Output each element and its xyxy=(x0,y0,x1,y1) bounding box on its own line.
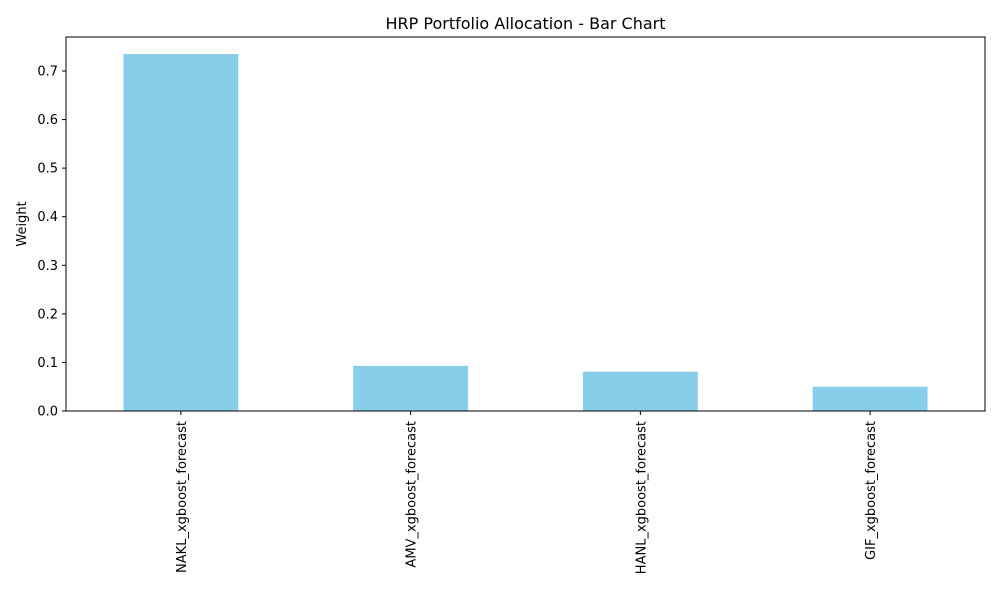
y-tick-label: 0.7 xyxy=(37,65,58,80)
x-tick-label: NAKL_xgboost_forecast xyxy=(175,421,190,573)
y-tick-label: 0.0 xyxy=(37,405,58,420)
bars-group xyxy=(123,54,928,411)
bar-AMV_xgboost_forecast xyxy=(353,365,469,411)
x-tick-label: AMV_xgboost_forecast xyxy=(405,421,420,568)
y-tick-label: 0.4 xyxy=(37,210,58,225)
y-tick-label: 0.1 xyxy=(37,356,58,371)
x-ticks-group: NAKL_xgboost_forecast AMV_xgboost_forecas… xyxy=(175,411,879,574)
x-tick-label: GIF_xgboost_forecast xyxy=(864,421,879,560)
y-tick-label: 0.6 xyxy=(37,113,58,128)
y-ticks-group: 0.0 0.1 0.2 0.3 0.4 0.5 0.6 0.7 xyxy=(37,65,66,420)
x-tick-label: HANL_xgboost_forecast xyxy=(634,421,649,574)
y-axis-label: Weight xyxy=(15,201,30,246)
y-tick-label: 0.2 xyxy=(37,307,58,322)
bar-HANL_xgboost_forecast xyxy=(582,371,698,411)
bar-GIF_xgboost_forecast xyxy=(812,386,928,411)
y-tick-label: 0.3 xyxy=(37,259,58,274)
plot-frame xyxy=(65,36,986,412)
chart-title: HRP Portfolio Allocation - Bar Chart xyxy=(385,14,665,33)
y-tick-label: 0.5 xyxy=(37,162,58,177)
bar-NAKL_xgboost_forecast xyxy=(123,54,239,411)
